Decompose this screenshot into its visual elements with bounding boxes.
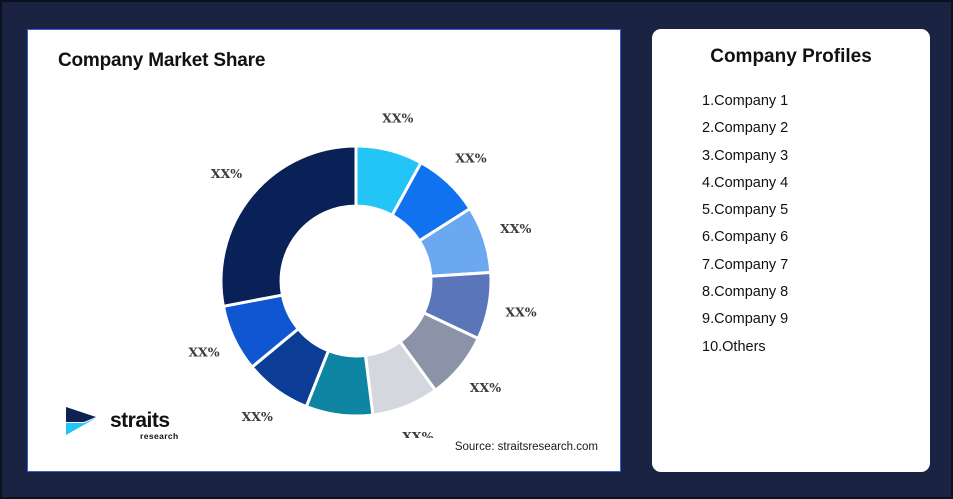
straits-research-logo: straits research bbox=[66, 405, 196, 449]
list-item: 8.Company 8 bbox=[702, 284, 789, 301]
straits-arrow-icon bbox=[66, 407, 96, 435]
slice-value-label: XX% bbox=[382, 110, 413, 125]
donut-slice[interactable] bbox=[219, 144, 358, 309]
slice-value-label: XX% bbox=[402, 429, 433, 438]
profiles-title: Company Profiles bbox=[710, 46, 872, 67]
slice-value-label: XX% bbox=[242, 409, 273, 424]
list-item: 10.Others bbox=[702, 338, 766, 355]
slice-value-label: XX% bbox=[211, 166, 242, 181]
slice-value-label: XX% bbox=[455, 151, 486, 166]
list-item: 6.Company 6 bbox=[702, 229, 789, 246]
slice-value-label: XX% bbox=[500, 221, 531, 236]
donut-chart-svg: XX%XX%XX%XX%XX%XX%XX%XX%XX%XX% bbox=[188, 110, 536, 438]
donut-slices bbox=[219, 144, 493, 418]
logo-wordmark: straits bbox=[110, 409, 170, 432]
donut-value-labels: XX%XX%XX%XX%XX%XX%XX%XX%XX%XX% bbox=[188, 110, 536, 438]
list-item: 4.Company 4 bbox=[702, 174, 789, 191]
list-item: 7.Company 7 bbox=[702, 256, 789, 273]
slice-value-label: XX% bbox=[188, 345, 219, 360]
logo-tagline: research bbox=[140, 431, 179, 441]
list-item: 1.Company 1 bbox=[702, 93, 789, 109]
list-item: 2.Company 2 bbox=[702, 120, 789, 137]
donut-chart: XX%XX%XX%XX%XX%XX%XX%XX%XX%XX% bbox=[28, 38, 622, 438]
list-item: 3.Company 3 bbox=[702, 147, 789, 164]
slice-value-label: XX% bbox=[505, 304, 536, 319]
list-item: 9.Company 9 bbox=[702, 311, 789, 328]
source-note: Source: straitsresearch.com bbox=[454, 441, 598, 453]
slice-value-label: XX% bbox=[470, 380, 501, 395]
company-profiles-list: 1.Company 1 2.Company 2 3.Company 3 4.Compa… bbox=[702, 88, 930, 361]
market-share-card: Company Market Share XX% XX% XX% XX% XX% XX% X… bbox=[27, 29, 621, 472]
company-profiles-card: Company Profiles 1.Company 1 2.Company 2 3… bbox=[652, 29, 930, 472]
page-title: Company Market Share bbox=[58, 50, 266, 71]
list-item: 5.Company 5 bbox=[702, 202, 789, 219]
